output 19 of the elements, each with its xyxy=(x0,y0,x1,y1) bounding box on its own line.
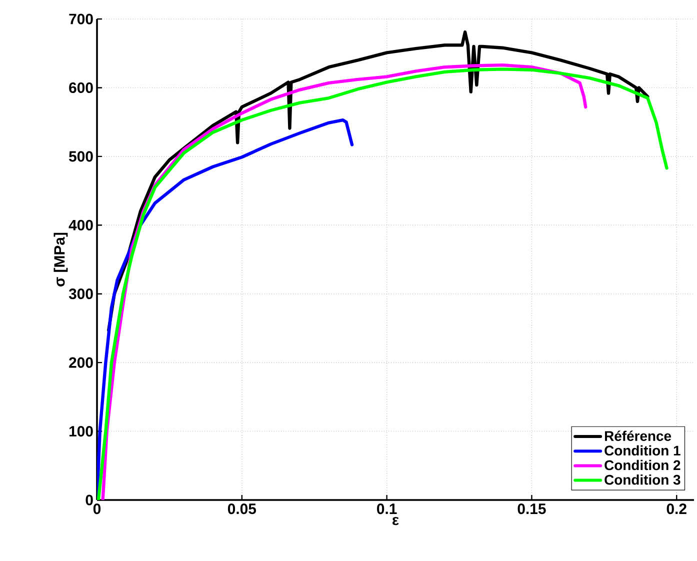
x-tick-label: 0.15 xyxy=(518,504,546,514)
x-tick-label: 0.05 xyxy=(228,504,256,514)
legend-label: Référence xyxy=(605,430,672,441)
x-tick-label: 0.2 xyxy=(666,504,686,514)
y-tick-label: 200 xyxy=(69,357,93,368)
legend-label: Condition 1 xyxy=(604,445,680,456)
y-tick-label: 500 xyxy=(69,151,93,162)
legend-label: Condition 3 xyxy=(604,474,680,485)
y-tick-label: 300 xyxy=(68,288,93,300)
legend-label: Condition 2 xyxy=(604,460,680,470)
x-tick-label: 0.1 xyxy=(377,504,397,514)
y-axis-title: σ [MPa] xyxy=(54,232,68,286)
x-tick-label: 0 xyxy=(93,504,101,514)
y-tick-label: 100 xyxy=(69,426,93,437)
y-tick-label: 400 xyxy=(68,220,93,230)
y-tick-label: 0 xyxy=(86,494,93,506)
y-tick-label: 600 xyxy=(69,82,93,93)
x-axis-title: ε xyxy=(392,516,399,526)
y-tick-label: 700 xyxy=(69,14,93,24)
